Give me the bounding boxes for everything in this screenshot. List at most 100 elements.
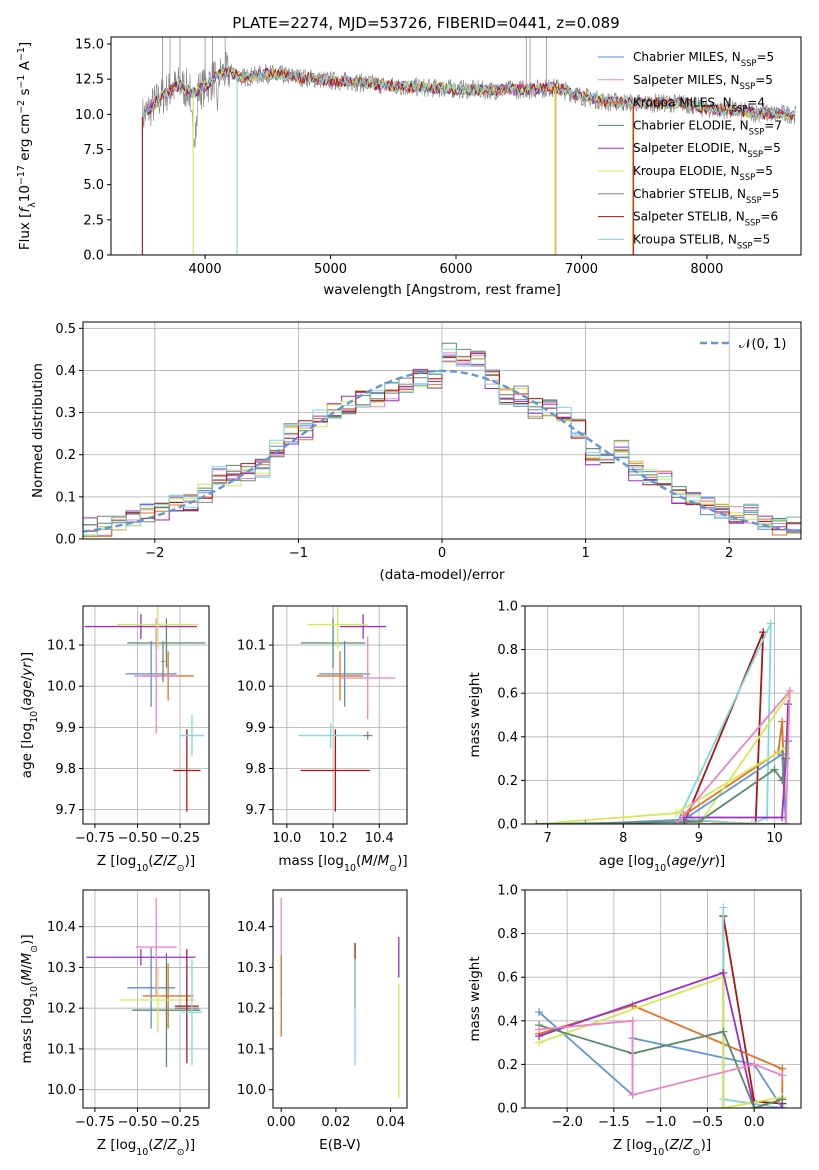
x-tick-label: −1.5: [598, 1115, 630, 1130]
x-axis-label: age [log10(age/yr)]: [599, 853, 725, 874]
y-tick-label: 10.2: [47, 1002, 76, 1017]
weight-marker: [766, 619, 775, 628]
x-tick-label: −2: [145, 546, 164, 561]
x-tick-label: −1.0: [645, 1115, 677, 1130]
y-tick-label: 9.7: [55, 803, 76, 818]
x-tick-label: 9: [695, 831, 703, 846]
y-tick-label: 10.0: [47, 680, 76, 695]
weight-marker: [778, 1104, 787, 1108]
weight-marker: [778, 776, 787, 785]
y-tick-label: 0.8: [497, 927, 518, 942]
legend-entry: Chabrier STELIB, NSSP=5: [633, 187, 779, 205]
y-tick-label: 9.9: [55, 721, 76, 736]
y-tick-label: 10.0: [47, 1083, 76, 1098]
x-tick-label: −0.75: [75, 1115, 115, 1130]
y-tick-label: 10.1: [47, 1042, 76, 1057]
x-tick-label: −0.5: [692, 1115, 724, 1130]
y-tick-label: 0.6: [497, 971, 518, 986]
y-tick-label: 10.3: [47, 961, 76, 976]
panel-age-vs-mass: 10.0 10.2 10.4 9.7 9.8 9.9 10.0 10.1 mass [log10…: [237, 605, 408, 874]
y-axis-label: mass [log10(M/M⊙)]: [19, 934, 40, 1063]
x-tick-label: 0: [438, 546, 446, 561]
x-tick-label: 8000: [690, 262, 723, 277]
y-tick-label: 0.0: [83, 249, 104, 264]
x-tick-label: 2: [725, 546, 733, 561]
y-tick-label: 10.1: [237, 1042, 266, 1057]
x-tick-label: 1: [581, 546, 589, 561]
legend-entry: Chabrier MILES, NSSP=5: [633, 50, 774, 68]
y-axis-label: Normed distribution: [30, 363, 46, 498]
legend-entry: 𝒩(0, 1): [739, 337, 786, 352]
weight-marker: [778, 1095, 787, 1104]
weight-marker: [581, 820, 590, 824]
legend: Chabrier MILES, NSSP=5 Salpeter MILES, NS…: [598, 50, 782, 250]
weight-marker: [719, 1027, 728, 1036]
legend-entry: Kroupa ELODIE, NSSP=5: [633, 164, 773, 182]
x-tick-label: 7000: [565, 262, 598, 277]
y-tick-label: 10.4: [47, 920, 76, 935]
plot-area: [86, 898, 203, 1068]
weight-marker: [532, 820, 541, 824]
x-tick-label: 0.02: [321, 1115, 350, 1130]
y-tick-label: 10.2: [237, 1002, 266, 1017]
legend-entry: Salpeter ELODIE, NSSP=5: [633, 141, 781, 159]
weight-marker: [785, 687, 794, 696]
x-axis-label: Z [log10(Z/Z⊙)]: [97, 853, 195, 874]
x-tick-label: −2.0: [551, 1115, 583, 1130]
panel-mass-weight-vs-age: 7 8 9 10 0.0 0.2 0.4 0.6 0.8 1.0 mass weight age [l…: [467, 600, 802, 874]
legend-entry: Kroupa MILES, NSSP=4: [633, 96, 765, 114]
plot-area: [298, 606, 396, 812]
x-tick-label: 7: [544, 831, 552, 846]
axes-frame: [82, 605, 210, 825]
weight-marker: [719, 968, 728, 977]
y-tick-label: 2.5: [83, 213, 104, 228]
weight-line: [683, 704, 789, 819]
weight-line: [536, 741, 789, 824]
x-tick-label: −0.75: [75, 831, 115, 846]
weight-marker: [751, 820, 760, 824]
x-axis-label: Z [log10(Z/Z⊙)]: [97, 1137, 195, 1158]
weight-marker: [778, 1071, 787, 1080]
weight-marker: [747, 820, 756, 824]
x-axis-label: mass [log10(M/M⊙)]: [278, 853, 407, 874]
plot-area: [280, 898, 400, 1098]
x-tick-label: 8: [619, 831, 627, 846]
y-tick-label: 9.7: [245, 803, 266, 818]
weight-marker: [694, 817, 703, 824]
y-tick-label: 0.4: [497, 730, 518, 745]
y-tick-label: 15.0: [75, 38, 104, 53]
y-tick-label: 9.9: [245, 721, 266, 736]
y-axis-label: mass weight: [467, 956, 483, 1041]
weight-marker: [750, 1104, 759, 1108]
panel-mass-vs-Z: −0.75 −0.50 −0.25 10.0 10.1 10.2 10.3 10.4 Z [lo…: [19, 889, 210, 1158]
legend-entry: Chabrier ELODIE, NSSP=7: [633, 118, 782, 136]
y-axis-label: age [log10(age/yr)]: [19, 652, 40, 778]
y-tick-label: 0.2: [497, 1058, 518, 1073]
y-tick-label: 1.0: [497, 884, 518, 899]
weight-marker: [535, 1025, 544, 1034]
y-tick-label: 5.0: [83, 178, 104, 193]
observed-spectrum: [142, 51, 796, 149]
x-axis-label: wavelength [Angstrom, rest frame]: [323, 282, 561, 298]
legend-entry: Salpeter STELIB, NSSP=6: [633, 210, 778, 228]
weight-marker: [719, 903, 728, 912]
y-tick-label: 10.1: [237, 639, 266, 654]
axes-frame: [272, 605, 408, 825]
panel-spectrum: 4000 5000 6000 7000 8000 0.0 2.5 5.0 7.5 10.0 12.5…: [16, 36, 802, 298]
y-tick-label: 10.4: [237, 920, 266, 935]
weight-line: [675, 688, 791, 824]
legend-entry: Salpeter MILES, NSSP=5: [633, 73, 773, 91]
x-tick-label: −1: [289, 546, 308, 561]
panel-age-vs-Z: −0.75 −0.50 −0.25 9.7 9.8 9.9 10.0 10.1 Z [log10…: [19, 605, 210, 874]
y-axis-label: Flux [fλ10−17 erg cm−2 s−1 A−1]: [16, 42, 38, 250]
x-tick-label: 10: [766, 831, 783, 846]
y-tick-label: 1.0: [497, 600, 518, 615]
weight-marker: [535, 1008, 544, 1017]
weight-marker: [628, 1090, 637, 1099]
x-tick-label: 10.0: [272, 831, 301, 846]
x-tick-label: −0.25: [160, 831, 200, 846]
x-tick-label: 6000: [439, 262, 472, 277]
weight-marker: [672, 809, 681, 818]
weight-line: [682, 631, 765, 824]
weight-marker: [781, 820, 790, 824]
